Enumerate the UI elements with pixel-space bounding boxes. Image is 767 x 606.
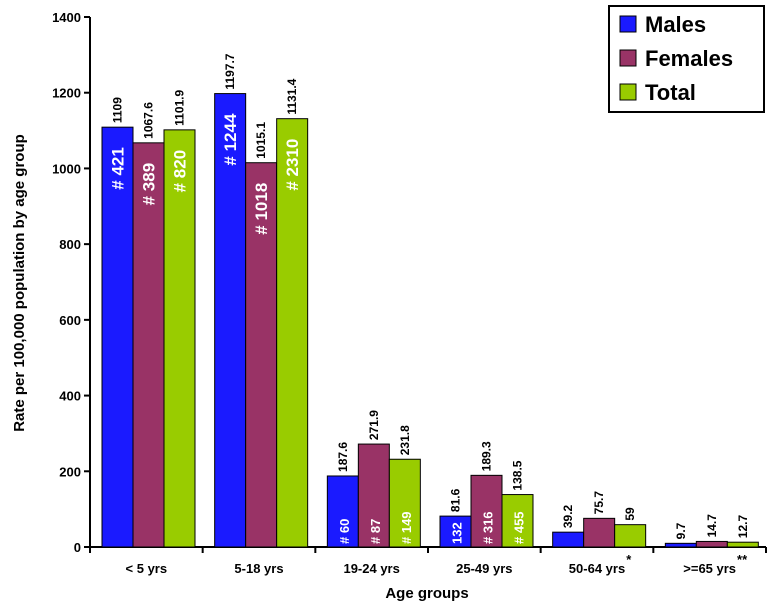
y-axis-title: Rate per 100,000 population by age group <box>11 134 28 432</box>
bar-value-label: 14.7 <box>705 514 719 538</box>
bar-count-label: # 87 <box>368 519 383 544</box>
x-tick-label: 25-49 yrs <box>456 561 512 576</box>
bar-males <box>439 515 472 548</box>
bar-value-label: 231.8 <box>398 425 412 455</box>
y-tick-label: 1400 <box>52 10 81 25</box>
bar-total <box>163 129 196 548</box>
legend-swatch-females <box>619 49 637 67</box>
bar-value-label: 1131.4 <box>285 78 299 114</box>
y-tick-label: 200 <box>59 464 81 479</box>
bar-males <box>326 475 359 548</box>
y-axis: 0 200 400 600 800 1000 1200 1400 <box>52 10 91 555</box>
bar-value-label: 271.9 <box>367 410 381 440</box>
bar-males <box>552 531 585 548</box>
x-tick-label: >=65 yrs <box>683 561 736 576</box>
bar-value-label: 12.7 <box>736 515 750 539</box>
y-tick-label: 0 <box>74 540 81 555</box>
bar-count-label: # 421 <box>109 147 128 190</box>
legend-label-females: Females <box>645 46 733 71</box>
x-tick-label: 19-24 yrs <box>343 561 399 576</box>
bar-count-label: # 149 <box>399 511 414 544</box>
bar-count-label: # 389 <box>140 163 159 206</box>
bar-value-label: 1197.7 <box>223 53 237 89</box>
value-labels: 1109 # 421 1067.6 # 389 1101.9 # 820 1197.7 # 1… <box>109 53 750 544</box>
bar-value-label: 138.5 <box>511 460 525 490</box>
y-tick-label: 600 <box>59 313 81 328</box>
bar-value-label: 1109 <box>111 97 125 123</box>
footnote-marker: ** <box>737 552 748 567</box>
x-tick-label: 5-18 yrs <box>234 561 283 576</box>
bar-females <box>357 443 390 548</box>
legend: Males Females Total <box>608 5 765 113</box>
legend-label-total: Total <box>645 80 696 105</box>
bar-count-label: # 60 <box>337 519 352 544</box>
bar-count-label: # 1018 <box>252 183 271 235</box>
bar-females <box>583 517 616 548</box>
y-tick-label: 1000 <box>52 161 81 176</box>
bar-value-label: 75.7 <box>592 491 606 515</box>
bar-males <box>664 542 697 548</box>
bar-count-label: # 455 <box>512 511 527 544</box>
bar-value-label: 81.6 <box>449 488 463 512</box>
bar-value-label: 1015.1 <box>254 122 268 159</box>
bar-count-label: # 820 <box>171 150 190 193</box>
bar-count-label: # 316 <box>481 511 496 544</box>
bar-count-label: 132 <box>450 522 465 544</box>
bar-value-label: 1101.9 <box>173 89 187 125</box>
bar-total <box>501 494 534 548</box>
bar-total <box>276 118 309 548</box>
bar-males <box>101 126 134 548</box>
legend-label-males: Males <box>645 12 706 37</box>
bar-females <box>695 540 728 548</box>
bar-count-label: # 1244 <box>221 113 240 166</box>
bar-females <box>132 142 165 548</box>
y-tick-label: 1200 <box>52 86 81 101</box>
bar-total <box>388 458 421 548</box>
y-tick-label: 800 <box>59 237 81 252</box>
bar-total <box>614 524 647 548</box>
bar-value-label: 1067.6 <box>142 102 156 139</box>
x-tick-label: 50-64 yrs <box>569 561 625 576</box>
legend-swatch-males <box>619 15 637 33</box>
bar-count-label: # 2310 <box>283 139 302 191</box>
y-tick-label: 400 <box>59 389 81 404</box>
bars <box>101 93 759 548</box>
x-axis: < 5 yrs 5-18 yrs 19-24 yrs 25-49 yrs 50-64 y… <box>89 546 767 576</box>
bar-value-label: 59 <box>623 507 637 521</box>
legend-swatch-total <box>619 83 637 101</box>
bar-value-label: 9.7 <box>674 522 688 539</box>
x-tick-label: < 5 yrs <box>126 561 168 576</box>
bar-value-label: 187.6 <box>336 442 350 472</box>
bar-females <box>470 474 503 548</box>
bar-total <box>726 541 759 548</box>
footnote-marker: * <box>626 552 632 567</box>
bar-value-label: 39.2 <box>561 504 575 528</box>
x-axis-title: Age groups <box>385 585 468 602</box>
bar-value-label: 189.3 <box>480 441 494 471</box>
